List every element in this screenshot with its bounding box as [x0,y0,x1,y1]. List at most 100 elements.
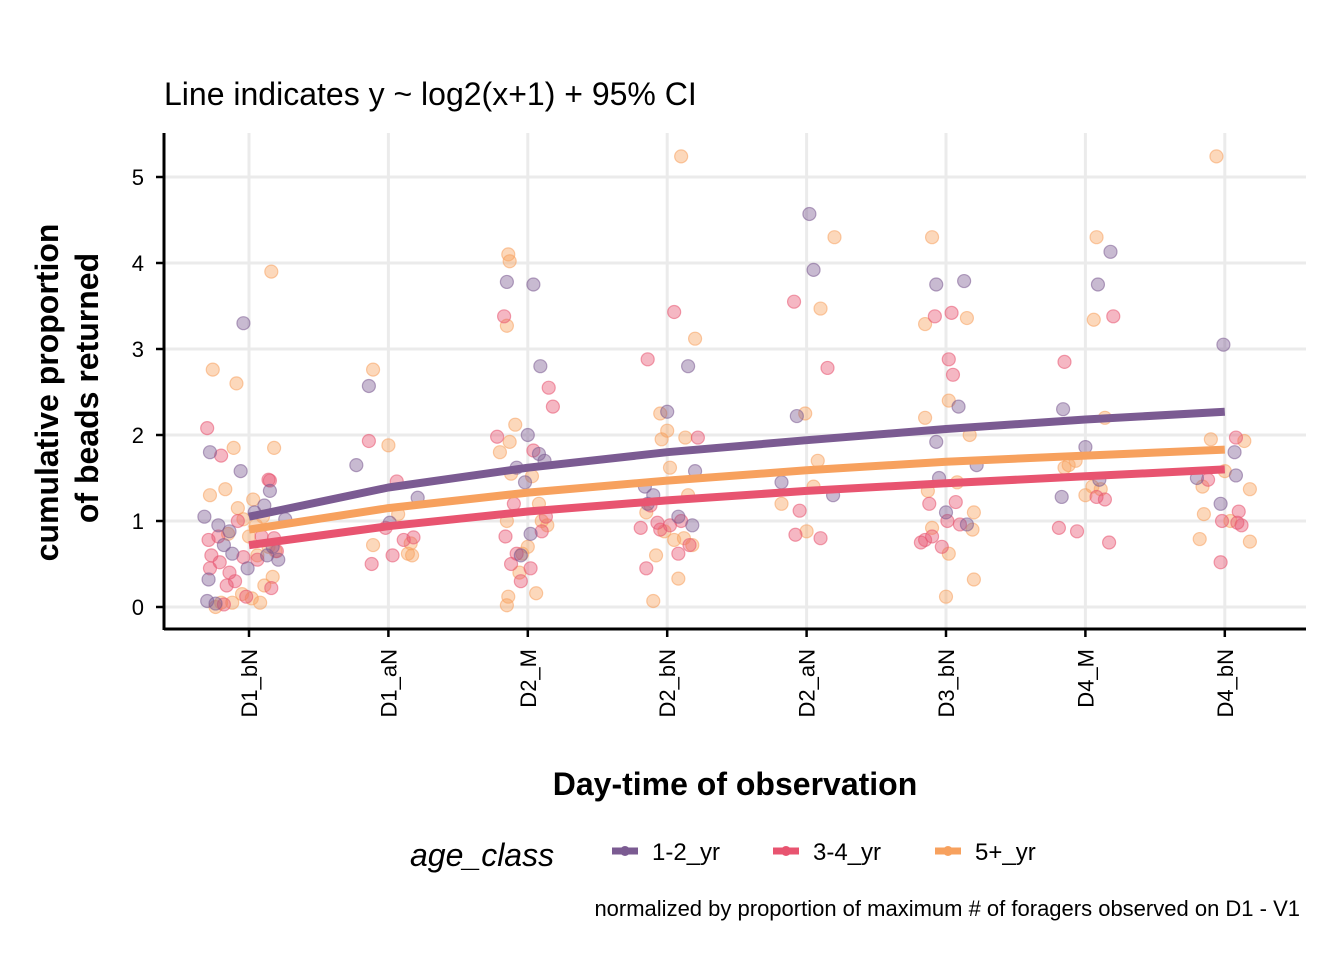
point-3-4_yr [385,548,400,563]
point-5+_yr [266,440,282,455]
point-5+_yr [365,362,381,377]
point-3-4_yr [506,496,521,511]
point-3-4_yr [650,515,665,530]
point-3-4_yr [941,352,956,367]
point-5+_yr [671,571,686,586]
x-tick-label: D2_aN [795,649,820,717]
point-5+_yr [400,546,416,561]
point-1-2_yr [222,524,237,539]
point-5+_yr [265,569,280,585]
point-3-4_yr [813,531,828,546]
point-1-2_yr [774,475,789,490]
point-1-2_yr [951,399,966,414]
point-1-2_yr [1090,277,1106,292]
point-5+_yr [264,264,279,279]
point-1-2_yr [208,596,223,611]
point-1-2_yr [1228,468,1244,483]
point-5+_yr [225,595,240,610]
point-3-4_yr [264,580,279,596]
point-1-2_yr [671,509,686,524]
point-1-2_yr [1055,402,1071,417]
point-3-4_yr [1097,492,1113,507]
point-1-2_yr [349,458,364,473]
legend-key-dot [943,846,953,856]
x-tick-label: D2_bN [655,649,680,717]
point-5+_yr [924,230,940,245]
point-5+_yr [774,496,789,511]
y-tick-label: 5 [132,165,144,190]
point-1-2_yr [957,273,972,289]
point-3-4_yr [523,561,538,576]
point-1-2_yr [225,546,240,561]
x-tick-label: D1_bN [237,649,262,717]
point-3-4_yr [639,561,654,576]
point-1-2_yr [1216,337,1231,352]
point-1-2_yr [202,445,218,460]
point-1-2_yr [806,262,821,277]
point-1-2_yr [1054,489,1069,505]
point-1-2_yr [216,537,232,553]
point-5+_yr [250,548,265,563]
point-5+_yr [529,586,544,601]
point-3-4_yr [1213,555,1228,570]
point-3-4_yr [1234,518,1249,533]
legend-key-dot [781,846,791,856]
data-points [197,149,1257,615]
fit-line-3-4_yr [248,465,1225,550]
legend-label: 3-4_yr [813,839,881,866]
point-3-4_yr [820,360,835,376]
point-3-4_yr [1106,309,1121,324]
point-3-4_yr [261,472,276,487]
point-3-4_yr [239,589,254,604]
point-5+_yr [229,376,244,391]
y-axis-title-line-2: of beads returned [69,253,105,523]
point-3-4_yr [682,537,697,553]
point-1-2_yr [685,518,700,533]
point-1-2_yr [513,548,528,563]
point-5+_yr [205,362,220,377]
point-1-2_yr [681,359,696,374]
point-3-4_yr [227,574,243,589]
point-3-4_yr [1230,515,1245,530]
fit-lines [248,407,1226,550]
x-axis-title: Day-time of observation [553,766,918,802]
point-5+_yr [1209,149,1224,164]
y-axis-ticks: 0 1 2 3 4 5 [132,165,164,620]
point-5+_yr [827,230,842,245]
point-5+_yr [646,593,661,609]
point-3-4_yr [913,535,929,550]
point-3-4_yr [1231,504,1246,519]
gridlines [164,133,1306,629]
point-5+_yr [1057,460,1072,475]
point-1-2_yr [517,475,533,490]
point-3-4_yr [364,556,379,572]
y-axis-title: cumulative proportion of beads returned [29,215,105,562]
point-1-2_yr [240,561,255,576]
point-3-4_yr [1228,430,1244,445]
point-3-4_yr [948,494,963,510]
legend-title: age_class [410,837,554,873]
point-5+_yr [917,410,933,425]
point-5+_yr [917,316,933,332]
x-tick-label: D1_aN [376,649,401,717]
point-3-4_yr [671,546,686,561]
point-5+_yr [966,572,981,587]
y-axis-title-line-1: cumulative proportion [29,224,65,562]
point-3-4_yr [545,399,560,414]
point-3-4_yr [1069,524,1085,539]
point-3-4_yr [945,367,961,382]
x-tick-label: D4_bN [1213,649,1238,717]
point-3-4_yr [513,574,528,589]
point-3-4_yr [230,513,245,529]
point-3-4_yr [1214,513,1230,529]
y-tick-label: 3 [132,337,144,362]
y-tick-label: 1 [132,509,144,534]
point-3-4_yr [212,555,227,570]
point-1-2_yr [271,552,286,567]
point-5+_yr [660,423,675,438]
point-1-2_yr [938,505,954,520]
point-3-4_yr [922,496,937,511]
point-3-4_yr [534,524,549,539]
x-tick-label: D2_M [516,649,541,708]
point-5+_yr [1089,230,1104,245]
